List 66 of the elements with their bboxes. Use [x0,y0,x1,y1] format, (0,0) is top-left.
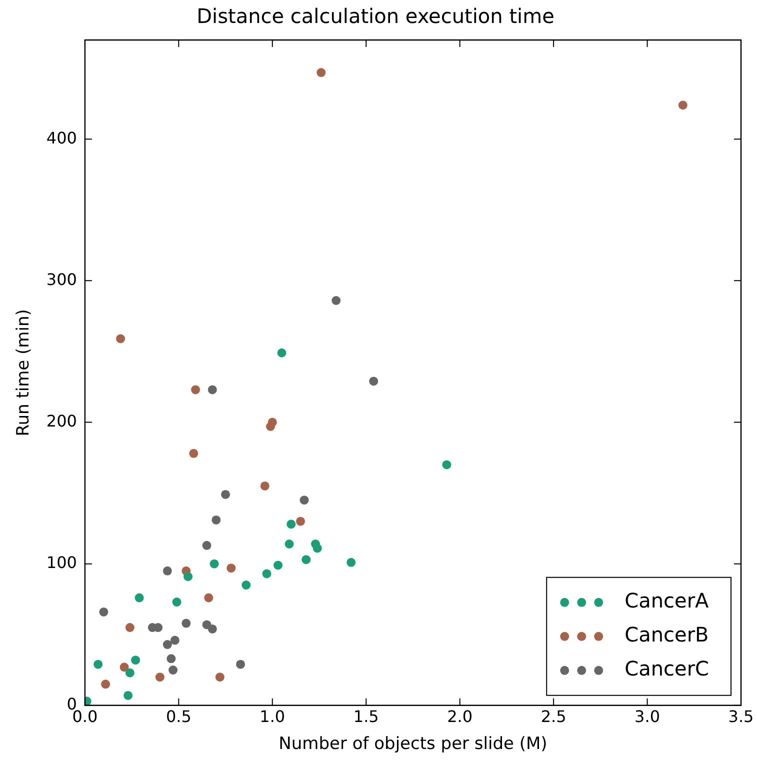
point [300,496,309,505]
point [286,520,296,529]
y-tick-label: 200 [46,411,77,430]
point [284,540,294,549]
point [170,636,180,645]
point [302,555,311,564]
point [162,566,172,576]
point [212,515,221,524]
point [116,334,126,344]
point [215,672,224,682]
y-axis-title: Run time (min) [14,309,34,436]
point [189,448,198,458]
x-tick-label: 1.0 [260,707,286,726]
point [208,624,217,634]
point [221,490,230,499]
y-tick-label: 100 [46,552,77,572]
point [204,593,214,602]
point [226,564,236,573]
x-tick-label: 3.0 [634,707,660,726]
point [99,607,108,616]
point [94,660,103,669]
point [332,296,341,305]
point [442,460,452,470]
point [166,654,176,664]
point [236,660,246,669]
point [210,559,219,568]
point [242,580,251,590]
point [182,618,191,628]
point [101,680,110,689]
point [316,68,326,78]
point [168,666,178,675]
x-axis-title: Number of objects per slide (M) [278,734,548,754]
point [369,376,378,386]
point [296,516,305,526]
x-tick-label: 2.0 [447,707,473,726]
y-tick-label: 300 [46,270,77,289]
point [124,690,133,700]
point [277,348,286,358]
x-tick-label: 0.5 [166,707,192,726]
point [125,668,134,678]
x-tick-label: 2.5 [540,707,566,726]
point [155,672,164,682]
point [125,623,134,632]
point [184,572,193,582]
x-tick-label: 1.5 [353,707,379,726]
point [262,569,272,578]
point [678,100,688,110]
chart-title: Distance calculation execution time [196,4,554,28]
point [274,560,283,570]
point [162,640,172,650]
legend-label: CancerA [624,588,710,613]
legend-label: CancerC [624,656,710,681]
x-tick-label: 3.5 [728,707,754,726]
point [202,540,212,550]
point [120,662,129,672]
point [134,593,144,602]
point [191,385,200,394]
point [346,558,356,567]
point [172,598,182,607]
point [268,418,277,427]
point [208,385,217,394]
point [260,481,270,490]
y-tick-label: 400 [46,128,77,148]
legend-label: CancerB [624,622,709,647]
point [312,544,322,553]
point [131,656,140,665]
